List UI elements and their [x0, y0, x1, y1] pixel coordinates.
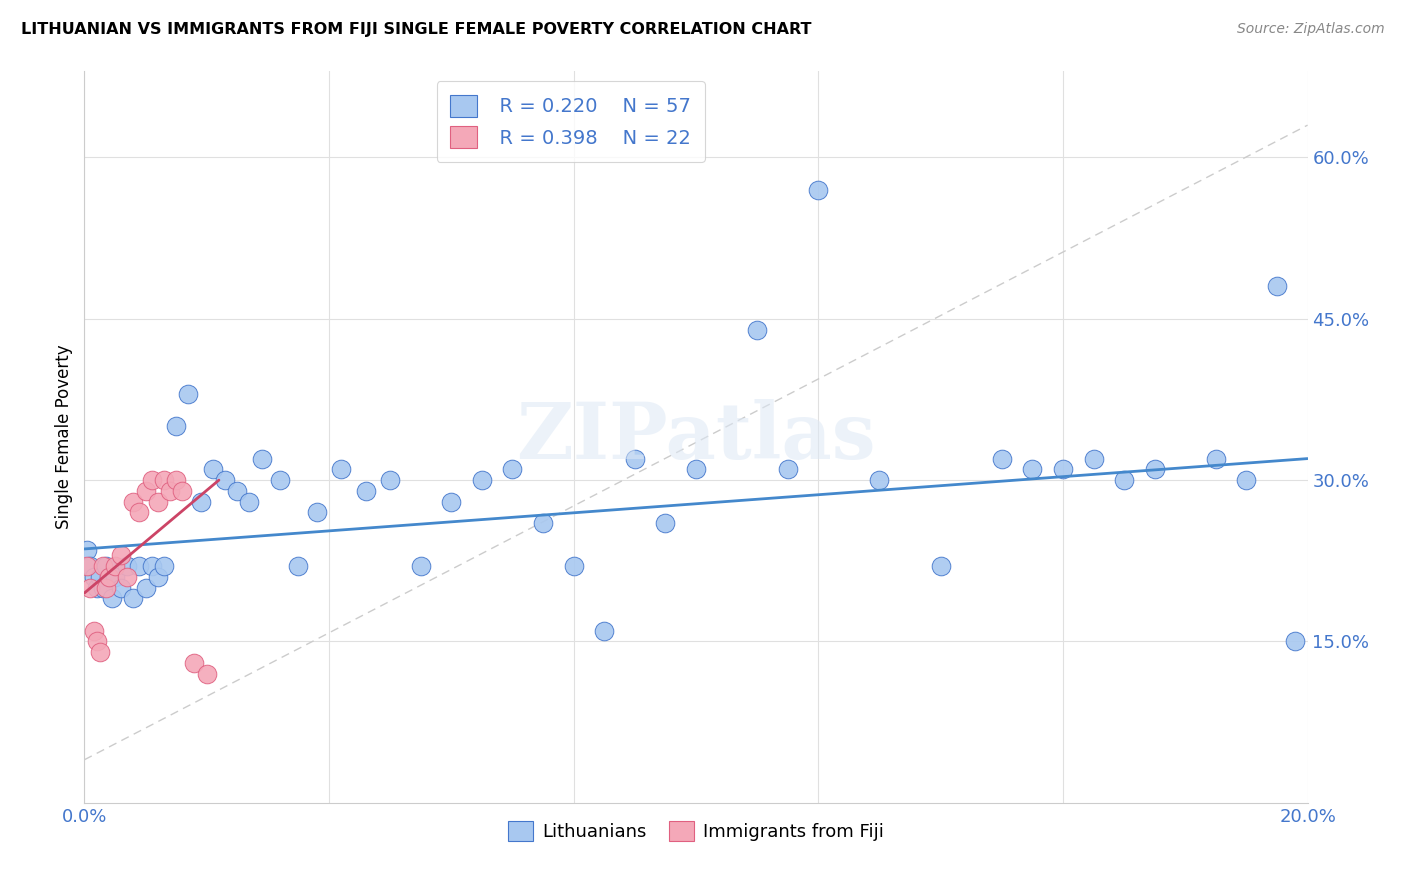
- Point: [807, 183, 830, 197]
- Point: [141, 559, 163, 574]
- Point: [1083, 451, 1105, 466]
- Point: [1021, 462, 1043, 476]
- Point: [79, 581, 101, 595]
- Point: [471, 473, 494, 487]
- Text: ZIPatlas: ZIPatlas: [516, 399, 876, 475]
- Point: [110, 549, 132, 563]
- Point: [79, 559, 101, 574]
- Point: [177, 387, 200, 401]
- Point: [135, 483, 157, 498]
- Point: [1114, 473, 1136, 487]
- Y-axis label: Single Female Poverty: Single Female Poverty: [55, 345, 73, 529]
- Point: [1236, 473, 1258, 487]
- Point: [330, 462, 353, 476]
- Point: [654, 516, 676, 530]
- Point: [226, 483, 249, 498]
- Text: Source: ZipAtlas.com: Source: ZipAtlas.com: [1237, 22, 1385, 37]
- Point: [238, 494, 260, 508]
- Point: [776, 462, 799, 476]
- Point: [76, 559, 98, 574]
- Point: [354, 483, 377, 498]
- Point: [201, 462, 224, 476]
- Point: [1052, 462, 1074, 476]
- Point: [110, 581, 132, 595]
- Point: [115, 570, 138, 584]
- Point: [128, 505, 150, 519]
- Point: [624, 451, 647, 466]
- Point: [104, 559, 127, 574]
- Point: [89, 645, 111, 659]
- Point: [195, 666, 218, 681]
- Point: [146, 494, 169, 508]
- Point: [146, 570, 169, 584]
- Point: [747, 322, 769, 336]
- Point: [409, 559, 432, 574]
- Point: [97, 570, 120, 584]
- Point: [593, 624, 616, 638]
- Point: [89, 570, 111, 584]
- Point: [287, 559, 309, 574]
- Point: [531, 516, 554, 530]
- Point: [122, 591, 145, 606]
- Point: [94, 559, 117, 574]
- Point: [991, 451, 1014, 466]
- Point: [115, 559, 138, 574]
- Point: [94, 581, 117, 595]
- Point: [183, 656, 205, 670]
- Point: [190, 494, 212, 508]
- Point: [86, 581, 108, 595]
- Point: [685, 462, 707, 476]
- Point: [869, 473, 891, 487]
- Text: LITHUANIAN VS IMMIGRANTS FROM FIJI SINGLE FEMALE POVERTY CORRELATION CHART: LITHUANIAN VS IMMIGRANTS FROM FIJI SINGL…: [21, 22, 811, 37]
- Point: [1143, 462, 1166, 476]
- Point: [929, 559, 952, 574]
- Point: [165, 419, 187, 434]
- Legend: Lithuanians, Immigrants from Fiji: Lithuanians, Immigrants from Fiji: [501, 814, 891, 848]
- Point: [135, 581, 157, 595]
- Point: [214, 473, 236, 487]
- Point: [159, 483, 181, 498]
- Point: [165, 473, 187, 487]
- Point: [76, 543, 98, 558]
- Point: [153, 559, 176, 574]
- Point: [250, 451, 273, 466]
- Point: [101, 591, 124, 606]
- Point: [128, 559, 150, 574]
- Point: [440, 494, 463, 508]
- Point: [1284, 634, 1306, 648]
- Point: [97, 570, 120, 584]
- Point: [380, 473, 402, 487]
- Point: [91, 581, 114, 595]
- Point: [305, 505, 328, 519]
- Point: [153, 473, 176, 487]
- Point: [172, 483, 194, 498]
- Point: [86, 634, 108, 648]
- Point: [83, 624, 105, 638]
- Point: [104, 570, 127, 584]
- Point: [562, 559, 585, 574]
- Point: [122, 494, 145, 508]
- Point: [269, 473, 291, 487]
- Point: [1205, 451, 1227, 466]
- Point: [83, 570, 105, 584]
- Point: [141, 473, 163, 487]
- Point: [502, 462, 524, 476]
- Point: [1265, 279, 1288, 293]
- Point: [91, 559, 114, 574]
